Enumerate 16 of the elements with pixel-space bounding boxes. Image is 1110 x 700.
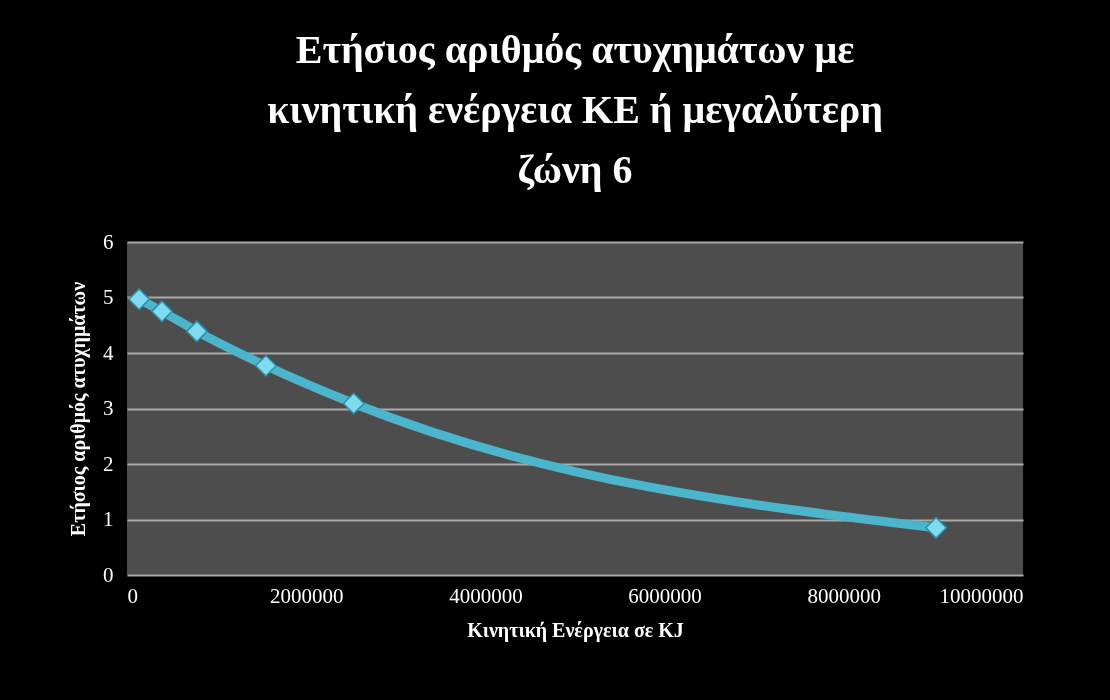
y-tick-label: 1	[103, 507, 114, 531]
y-tick-label: 3	[103, 396, 114, 420]
y-tick-label: 5	[103, 285, 114, 309]
x-axis-title: Κινητική Ενέργεια σε KJ	[467, 618, 684, 642]
x-tick-label: 0	[127, 583, 138, 608]
y-tick-label: 6	[103, 229, 114, 254]
y-tick-label: 2	[103, 451, 114, 476]
chart-title: Ετήσιος αριθμός ατυχημάτων με κινητική ενέργεια ΚΕ ή μεγαλύτερη ζώνη 6	[267, 27, 883, 192]
x-tick-label: 8000000	[807, 583, 882, 608]
x-tick-label: 4000000	[449, 583, 523, 608]
x-tick-label: 6000000	[628, 583, 702, 608]
y-tick-label: 0	[103, 562, 114, 587]
y-axis-title: Ετήσιος αριθμός ατυχημάτων	[67, 281, 90, 537]
x-tick-label: 10000000	[939, 583, 1024, 608]
y-tick-label: 4	[103, 340, 114, 365]
x-tick-label: 2000000	[269, 583, 344, 608]
